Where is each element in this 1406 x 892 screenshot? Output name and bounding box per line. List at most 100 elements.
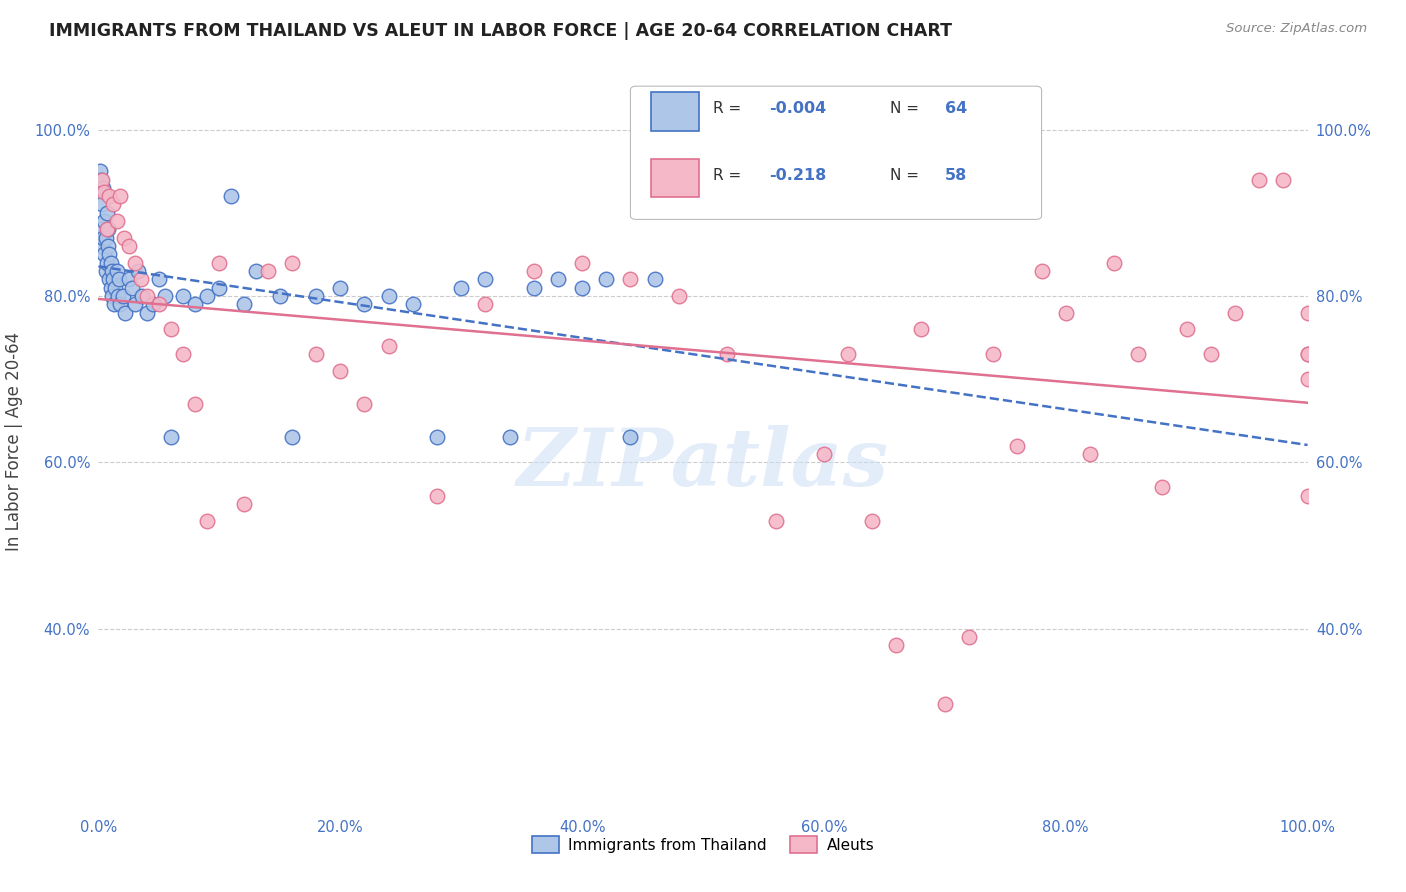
Point xyxy=(97,222,120,236)
Point xyxy=(934,697,956,711)
Point xyxy=(377,289,399,303)
Text: IMMIGRANTS FROM THAILAND VS ALEUT IN LABOR FORCE | AGE 20-64 CORRELATION CHART: IMMIGRANTS FROM THAILAND VS ALEUT IN LAB… xyxy=(49,22,952,40)
Point xyxy=(118,272,141,286)
Point xyxy=(595,272,617,286)
Point xyxy=(131,289,153,303)
Text: 64: 64 xyxy=(945,101,967,116)
Point xyxy=(100,255,122,269)
Point xyxy=(103,297,125,311)
Point xyxy=(91,172,114,186)
Point xyxy=(837,347,859,361)
Point xyxy=(353,297,375,311)
Point xyxy=(1128,347,1150,361)
Point xyxy=(1175,322,1198,336)
Point xyxy=(93,185,115,199)
Point xyxy=(208,280,231,294)
Point xyxy=(91,181,114,195)
Point xyxy=(100,289,122,303)
Point xyxy=(98,247,121,261)
Point xyxy=(148,272,170,286)
Point xyxy=(1102,255,1125,269)
Point xyxy=(1199,347,1222,361)
Point xyxy=(1296,347,1319,361)
Point xyxy=(105,264,128,278)
Point xyxy=(97,239,120,253)
Point xyxy=(91,231,114,245)
Point xyxy=(1078,447,1101,461)
Point xyxy=(1054,305,1077,319)
Point xyxy=(886,638,908,652)
Text: R =: R = xyxy=(713,101,745,116)
Point xyxy=(305,289,328,303)
Point xyxy=(160,322,183,336)
Point xyxy=(232,497,254,511)
Point xyxy=(1031,264,1053,278)
Point xyxy=(765,514,787,528)
Point xyxy=(111,289,134,303)
Point xyxy=(644,272,666,286)
Point xyxy=(281,430,304,444)
Text: Source: ZipAtlas.com: Source: ZipAtlas.com xyxy=(1226,22,1367,36)
Point xyxy=(498,430,520,444)
FancyBboxPatch shape xyxy=(630,87,1042,219)
Point xyxy=(547,272,569,286)
Point xyxy=(523,280,546,294)
Point xyxy=(281,255,304,269)
Point xyxy=(101,197,124,211)
Point xyxy=(981,347,1004,361)
Point xyxy=(91,197,114,211)
FancyBboxPatch shape xyxy=(651,159,699,197)
Point xyxy=(1296,489,1319,503)
Point xyxy=(1249,172,1271,186)
Point xyxy=(100,280,122,294)
Point xyxy=(474,272,496,286)
Point xyxy=(90,222,112,236)
Point xyxy=(269,289,291,303)
Point xyxy=(571,280,593,294)
Point xyxy=(153,289,176,303)
Point xyxy=(184,397,207,411)
Point xyxy=(91,239,114,253)
Text: N =: N = xyxy=(890,101,924,116)
Point xyxy=(813,447,835,461)
Point xyxy=(129,272,152,286)
FancyBboxPatch shape xyxy=(651,92,699,130)
Point xyxy=(184,297,207,311)
Point xyxy=(329,280,352,294)
Point xyxy=(450,280,472,294)
Point xyxy=(96,255,118,269)
Point xyxy=(256,264,278,278)
Point xyxy=(208,255,231,269)
Y-axis label: In Labor Force | Age 20-64: In Labor Force | Age 20-64 xyxy=(6,332,22,551)
Point xyxy=(96,222,118,236)
Point xyxy=(402,297,425,311)
Point xyxy=(1296,305,1319,319)
Point xyxy=(160,430,183,444)
Text: -0.004: -0.004 xyxy=(769,101,827,116)
Point xyxy=(89,164,111,178)
Point xyxy=(90,172,112,186)
Point xyxy=(1223,305,1246,319)
Point xyxy=(329,364,352,378)
Point xyxy=(1007,439,1029,453)
Point xyxy=(474,297,496,311)
Point xyxy=(221,189,243,203)
Point xyxy=(910,322,932,336)
Point xyxy=(98,272,121,286)
Point xyxy=(377,339,399,353)
Point xyxy=(1272,172,1295,186)
Point xyxy=(93,247,115,261)
Point xyxy=(1296,347,1319,361)
Point xyxy=(426,430,449,444)
Text: 58: 58 xyxy=(945,168,967,183)
Point xyxy=(127,264,149,278)
Point xyxy=(353,397,375,411)
Point xyxy=(1296,372,1319,386)
Point xyxy=(619,272,641,286)
Point xyxy=(112,231,135,245)
Point xyxy=(105,214,128,228)
Point xyxy=(108,272,131,286)
Point xyxy=(619,430,641,444)
Point xyxy=(305,347,328,361)
Point xyxy=(94,264,117,278)
